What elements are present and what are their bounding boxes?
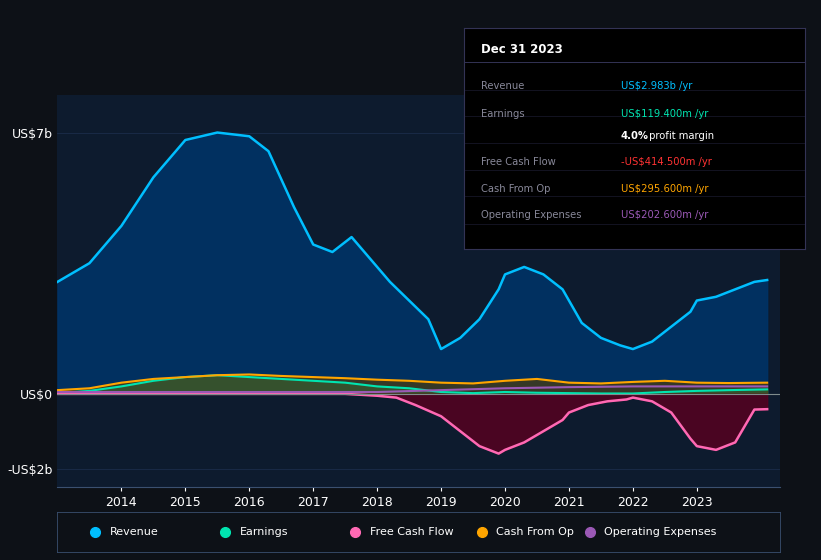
Text: Free Cash Flow: Free Cash Flow <box>481 157 556 167</box>
Text: profit margin: profit margin <box>646 131 714 141</box>
Text: US$295.600m /yr: US$295.600m /yr <box>621 184 708 194</box>
Text: Revenue: Revenue <box>109 527 158 537</box>
Text: Earnings: Earnings <box>481 109 525 119</box>
Text: Cash From Op: Cash From Op <box>481 184 550 194</box>
Text: Earnings: Earnings <box>240 527 288 537</box>
Text: US$119.400m /yr: US$119.400m /yr <box>621 109 708 119</box>
Text: 4.0%: 4.0% <box>621 131 649 141</box>
Text: US$202.600m /yr: US$202.600m /yr <box>621 211 708 221</box>
Text: Operating Expenses: Operating Expenses <box>481 211 581 221</box>
Text: Operating Expenses: Operating Expenses <box>604 527 717 537</box>
Text: Dec 31 2023: Dec 31 2023 <box>481 44 562 57</box>
Text: Revenue: Revenue <box>481 81 525 91</box>
Text: Free Cash Flow: Free Cash Flow <box>369 527 453 537</box>
Text: US$2.983b /yr: US$2.983b /yr <box>621 81 692 91</box>
Text: Cash From Op: Cash From Op <box>496 527 574 537</box>
Text: -US$414.500m /yr: -US$414.500m /yr <box>621 157 712 167</box>
